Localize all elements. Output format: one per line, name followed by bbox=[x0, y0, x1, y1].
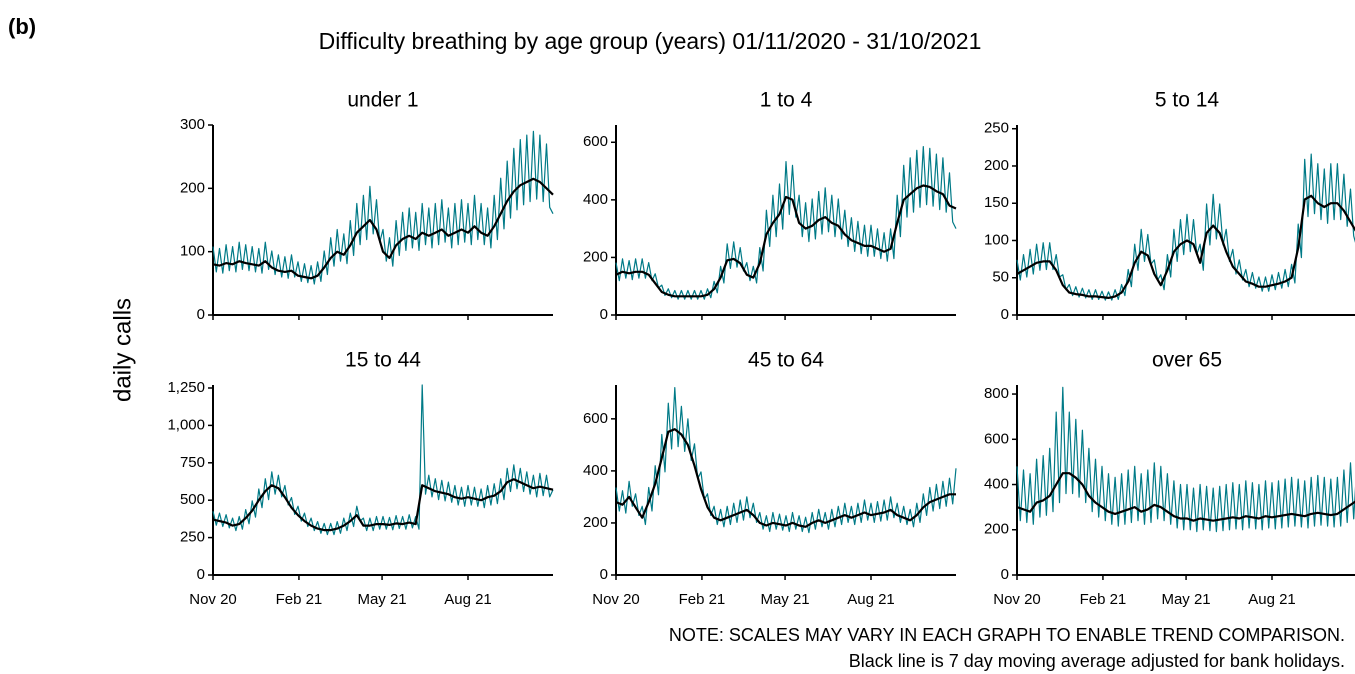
note: NOTE: SCALES MAY VARY IN EACH GRAPH TO E… bbox=[669, 625, 1345, 645]
panel-title: under 1 bbox=[347, 89, 418, 112]
daily-line bbox=[1016, 153, 1355, 301]
y-tick-label: 0 bbox=[197, 566, 205, 583]
y-tick-label: 600 bbox=[583, 410, 608, 427]
y-tick-label: 400 bbox=[984, 475, 1009, 492]
daily-line bbox=[212, 130, 554, 285]
y-tick-label: 0 bbox=[1001, 306, 1009, 323]
x-tick-label: Aug 21 bbox=[1248, 591, 1296, 608]
y-axis-label: daily calls bbox=[109, 298, 136, 402]
y-tick-label: 400 bbox=[583, 462, 608, 479]
average-line bbox=[212, 177, 554, 280]
daily-line bbox=[1016, 386, 1355, 533]
daily-line bbox=[615, 387, 957, 534]
x-tick-label: Feb 21 bbox=[276, 591, 323, 608]
y-tick-label: 0 bbox=[1001, 566, 1009, 583]
y-tick-label: 600 bbox=[583, 133, 608, 150]
y-tick-label: 200 bbox=[583, 514, 608, 531]
y-tick-label: 250 bbox=[180, 529, 205, 546]
panel-title: 45 to 64 bbox=[748, 349, 824, 372]
y-tick-label: 800 bbox=[984, 385, 1009, 402]
x-tick-label: Feb 21 bbox=[679, 591, 726, 608]
y-tick-label: 200 bbox=[984, 521, 1009, 538]
y-tick-label: 100 bbox=[984, 231, 1009, 248]
x-tick-label: Nov 20 bbox=[592, 591, 640, 608]
y-tick-label: 1,000 bbox=[167, 416, 205, 433]
x-tick-label: May 21 bbox=[357, 591, 406, 608]
x-tick-label: Feb 21 bbox=[1080, 591, 1127, 608]
y-tick-label: 400 bbox=[583, 191, 608, 208]
x-tick-label: May 21 bbox=[1161, 591, 1210, 608]
daily-line bbox=[615, 146, 957, 300]
footnote: Black line is 7 day moving average adjus… bbox=[849, 651, 1345, 671]
x-tick-label: Nov 20 bbox=[993, 591, 1041, 608]
y-tick-label: 0 bbox=[600, 566, 608, 583]
average-line bbox=[1016, 472, 1355, 522]
daily-line bbox=[212, 384, 554, 536]
y-tick-label: 200 bbox=[984, 157, 1009, 174]
average-line bbox=[615, 184, 957, 298]
y-tick-label: 0 bbox=[600, 306, 608, 323]
y-tick-label: 300 bbox=[180, 116, 205, 133]
y-tick-label: 600 bbox=[984, 430, 1009, 447]
average-line bbox=[1016, 194, 1355, 299]
y-tick-label: 50 bbox=[992, 269, 1009, 286]
y-tick-label: 150 bbox=[984, 194, 1009, 211]
average-line bbox=[615, 428, 956, 528]
y-tick-label: 200 bbox=[180, 179, 205, 196]
chart-title: Difficulty breathing by age group (years… bbox=[319, 28, 982, 54]
x-tick-label: Aug 21 bbox=[444, 591, 492, 608]
y-tick-label: 500 bbox=[180, 491, 205, 508]
y-tick-label: 1,250 bbox=[167, 379, 205, 396]
x-tick-label: Aug 21 bbox=[847, 591, 895, 608]
panel-title: 1 to 4 bbox=[760, 89, 813, 112]
y-tick-label: 200 bbox=[583, 248, 608, 265]
panel-title: over 65 bbox=[1152, 349, 1222, 372]
panel-title: 15 to 44 bbox=[345, 349, 421, 372]
panel-title: 5 to 14 bbox=[1155, 89, 1220, 112]
panel-label: (b) bbox=[8, 14, 36, 39]
x-tick-label: Nov 20 bbox=[189, 591, 237, 608]
y-tick-label: 250 bbox=[984, 120, 1009, 137]
average-line bbox=[212, 478, 554, 532]
y-tick-label: 100 bbox=[180, 243, 205, 260]
y-tick-label: 750 bbox=[180, 454, 205, 471]
x-tick-label: May 21 bbox=[760, 591, 809, 608]
y-tick-label: 0 bbox=[197, 306, 205, 323]
